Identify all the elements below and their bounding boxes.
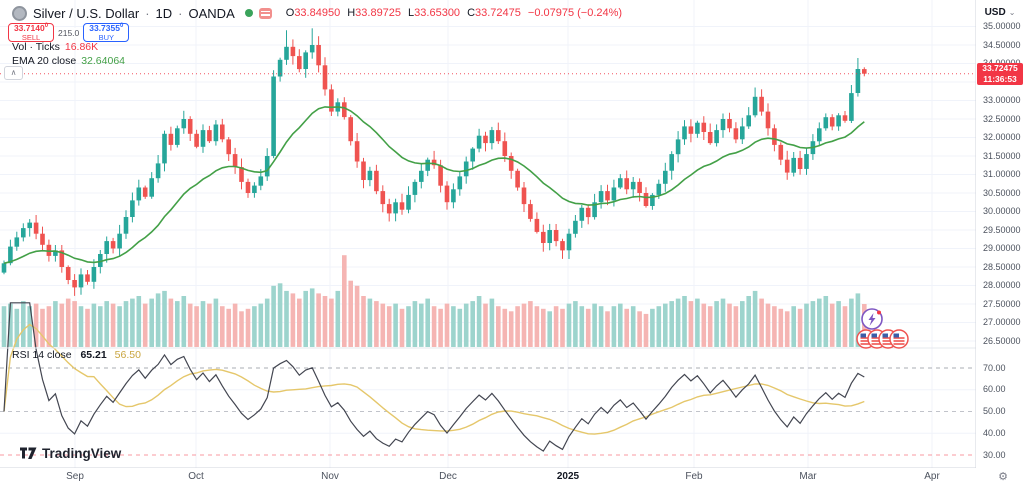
price-axis-label: 29.50000 <box>983 224 1021 235</box>
ema-line <box>3 106 865 265</box>
exchange[interactable]: OANDA <box>188 5 235 21</box>
ohlc-values: O33.84950 H33.89725 L33.65300 C33.72475 … <box>285 7 623 19</box>
price-axis-label: 26.50000 <box>983 335 1021 346</box>
price-axis-label: 32.50000 <box>983 113 1021 124</box>
current-price-badge: 33.72475 11:36:53 <box>977 62 1023 85</box>
price-axis-label: 32.00000 <box>983 132 1021 142</box>
time-axis-label: Mar <box>799 471 817 482</box>
market-status-dot-icon[interactable] <box>244 9 253 17</box>
price-axis-label: 30.00000 <box>983 206 1021 216</box>
price-axis-label: 28.50000 <box>983 261 1021 272</box>
rsi-axis-label: 50.00 <box>983 406 1006 416</box>
legend-menu-icon[interactable] <box>258 7 272 19</box>
time-axis-label: Dec <box>439 471 457 482</box>
buy-button[interactable]: 33.73550 BUY <box>83 23 130 42</box>
change-value: −0.07975 (−0.24%) <box>527 7 623 19</box>
tradingview-logo[interactable]: TradingView <box>20 446 121 461</box>
time-axis[interactable]: Sep Oct Nov Dec 2025 Feb Mar Apr ⚙ <box>0 468 1024 484</box>
price-axis-label: 29.00000 <box>983 243 1021 253</box>
separator: · <box>178 5 183 21</box>
rsi-ma-line <box>3 323 865 435</box>
price-axis-label: 28.00000 <box>983 280 1021 290</box>
price-axis-label: 27.50000 <box>983 298 1021 309</box>
price-axis-label: 31.00000 <box>983 169 1021 179</box>
price-axis-label: 31.50000 <box>983 150 1021 161</box>
legend-collapse-button[interactable]: ∧ <box>4 66 23 80</box>
economic-events-markers[interactable] <box>856 308 909 349</box>
timeframe[interactable]: 1D <box>155 5 173 21</box>
volume-layer <box>1 255 867 348</box>
time-axis-label: Nov <box>321 471 339 482</box>
volume-legend[interactable]: Vol · Ticks 16.86K <box>12 41 99 53</box>
gear-icon[interactable]: ⚙ <box>998 471 1008 483</box>
rsi-axis-label: 30.00 <box>983 449 1006 460</box>
chevron-up-icon: ∧ <box>10 68 17 77</box>
symbol-logo-icon <box>12 5 27 21</box>
price-axis-label: 27.00000 <box>983 317 1021 327</box>
trade-panel: 33.71400 SELL 215.0 33.73550 BUY <box>8 23 130 42</box>
price-axis[interactable]: USD ⌄ 35.0000034.5000034.0000033.0000032… <box>976 0 1024 484</box>
time-axis-label: Oct <box>188 471 204 482</box>
time-axis-label: Sep <box>66 471 84 482</box>
candles-layer <box>1 28 867 296</box>
symbol-header: Silver / U.S. Dollar · 1D · OANDA O33.84… <box>12 4 622 22</box>
rsi-axis-label: 40.00 <box>983 427 1006 438</box>
price-axis-label: 30.50000 <box>983 187 1021 198</box>
us-flag-icon <box>889 329 909 349</box>
lightning-icon <box>868 313 876 326</box>
rsi-axis-label: 70.00 <box>983 362 1006 373</box>
price-axis-label: 33.00000 <box>983 95 1021 105</box>
rsi-axis-label: 60.00 <box>983 384 1006 395</box>
chevron-down-icon: ⌄ <box>1008 7 1016 17</box>
rsi-legend[interactable]: RSI 14 close 65.21 56.50 <box>12 349 141 361</box>
sell-button[interactable]: 33.71400 SELL <box>8 23 54 42</box>
separator: · <box>145 5 150 21</box>
time-axis-label: Feb <box>685 471 703 482</box>
tradingview-logo-icon <box>20 447 37 459</box>
price-axis-label: 35.00000 <box>983 21 1021 31</box>
time-axis-label: 2025 <box>556 471 580 482</box>
rsi-line <box>3 302 865 452</box>
ema-legend[interactable]: EMA 20 close 32.64064 <box>12 55 125 67</box>
spread-value: 215.0 <box>55 27 83 38</box>
symbol-title[interactable]: Silver / U.S. Dollar <box>33 5 140 21</box>
currency-dropdown[interactable]: USD ⌄ <box>984 6 1016 18</box>
price-axis-label: 34.50000 <box>983 39 1021 50</box>
time-axis-label: Apr <box>924 471 940 482</box>
